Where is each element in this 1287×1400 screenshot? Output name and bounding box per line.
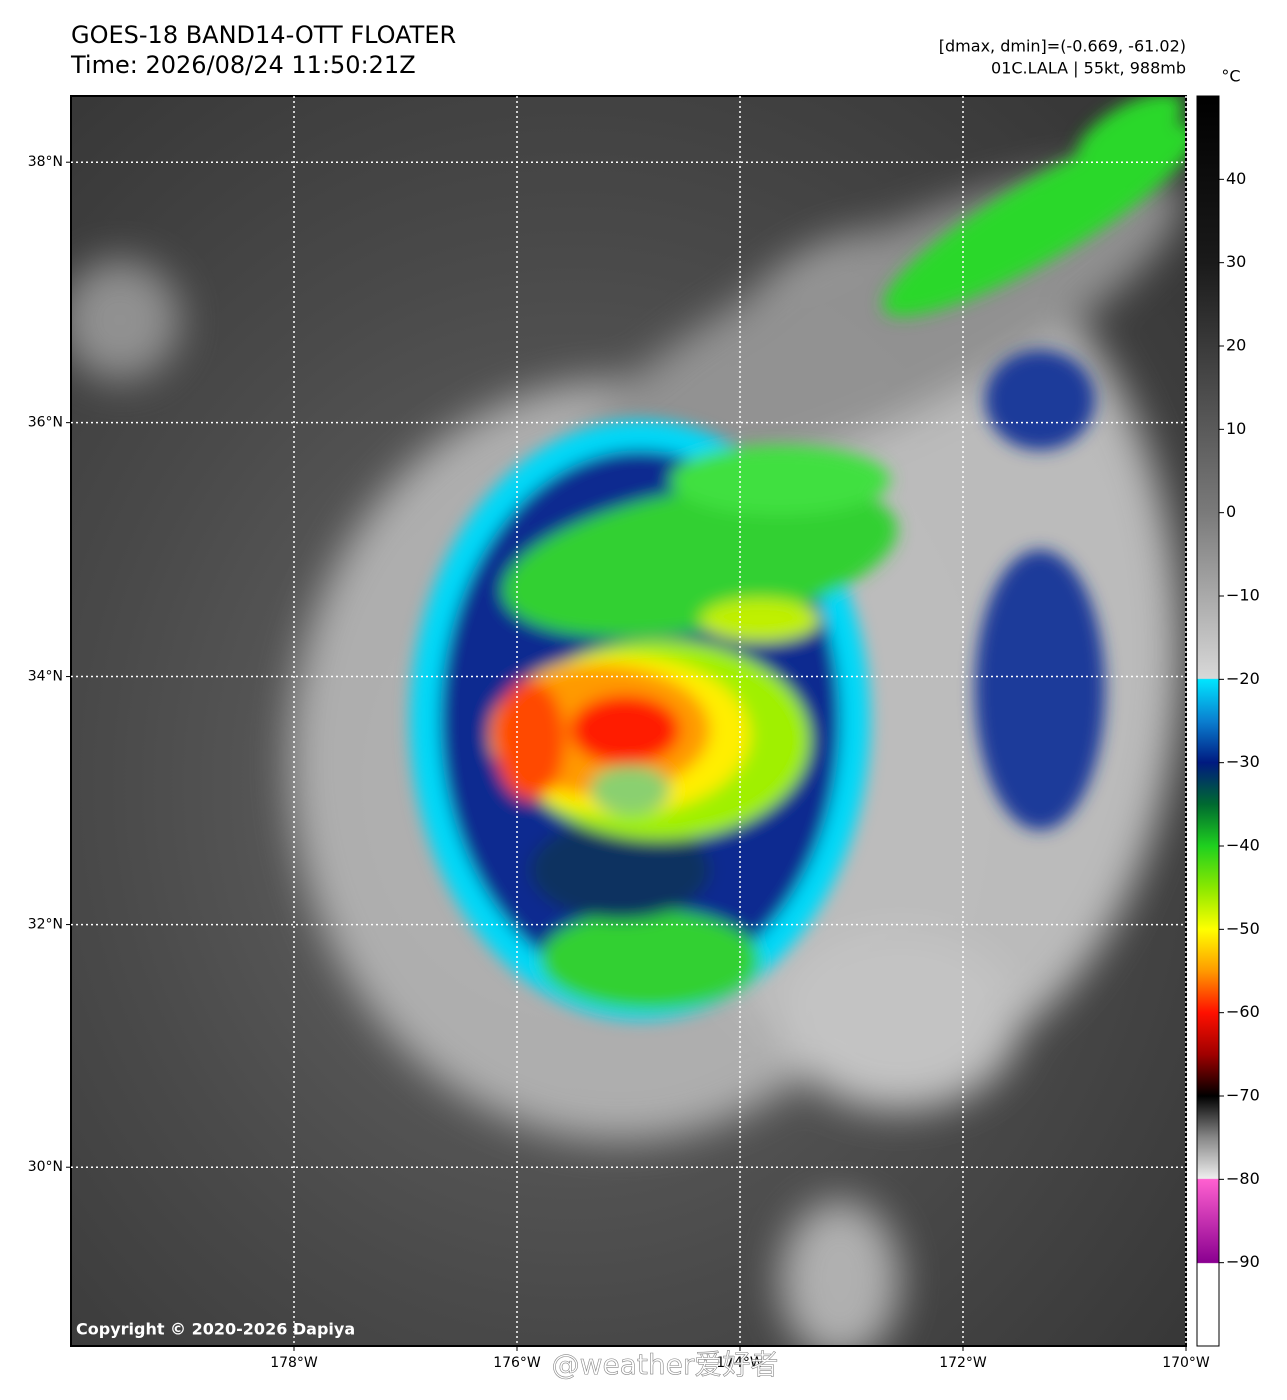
storm-info: 01C.LALA | 55kt, 988mb <box>991 59 1186 78</box>
colorbar-tick-label: 0 <box>1226 502 1236 521</box>
time: Time: 2026/08/24 11:50:21Z <box>70 51 416 79</box>
colorbar: 40 30 20 10 0 −10 −20 −30 −40 −50 −60 −70 −80 −90 <box>1196 95 1260 1347</box>
lon-tick-label: 174°W <box>716 1355 764 1371</box>
lon-tick-label: 172°W <box>939 1355 987 1371</box>
colorbar-unit: °C <box>1221 67 1240 86</box>
colorbar-tick-label: 40 <box>1226 169 1246 188</box>
satellite-image: Copyright © 2020-2026 Dapiya <box>71 96 1186 1346</box>
lon-tick-label: 178°W <box>270 1355 318 1371</box>
lon-tick-label: 170°W <box>1162 1355 1210 1371</box>
colorbar-tick-label: −30 <box>1226 752 1260 771</box>
title: GOES-18 BAND14-OTT FLOATER <box>71 21 456 49</box>
lat-tick-label: 32°N <box>28 917 63 933</box>
lat-tick-label: 36°N <box>28 415 63 431</box>
copyright: Copyright © 2020-2026 Dapiya <box>76 1320 355 1339</box>
lat-tick-label: 30°N <box>28 1159 63 1175</box>
colorbar-tick-label: 10 <box>1226 419 1246 438</box>
colorbar-tick-label: −70 <box>1226 1086 1260 1105</box>
colorbar-tick-label: −90 <box>1226 1252 1260 1271</box>
colorbar-tick-label: −60 <box>1226 1002 1260 1021</box>
grid: 178°W 176°W 174°W 172°W 170°W 38°N 36°N 34°N 32°… <box>28 96 1210 1371</box>
colorbar-tick-label: −80 <box>1226 1169 1260 1188</box>
colorbar-tick-label: −10 <box>1226 586 1260 605</box>
colorbar-tick-label: −50 <box>1226 919 1260 938</box>
watermark: @weather爱好者 <box>552 1348 779 1381</box>
lat-tick-label: 38°N <box>28 154 63 170</box>
colorbar-tick-label: 30 <box>1226 252 1246 271</box>
colorbar-tick-label: 20 <box>1226 336 1246 355</box>
colorbar-scale <box>1196 95 1220 1347</box>
colorbar-tick-label: −20 <box>1226 669 1260 688</box>
lat-tick-label: 34°N <box>28 669 63 685</box>
range-note: [dmax, dmin]=(-0.669, -61.02) <box>939 37 1186 56</box>
colorbar-tick-label: −40 <box>1226 836 1260 855</box>
lon-tick-label: 176°W <box>493 1355 541 1371</box>
